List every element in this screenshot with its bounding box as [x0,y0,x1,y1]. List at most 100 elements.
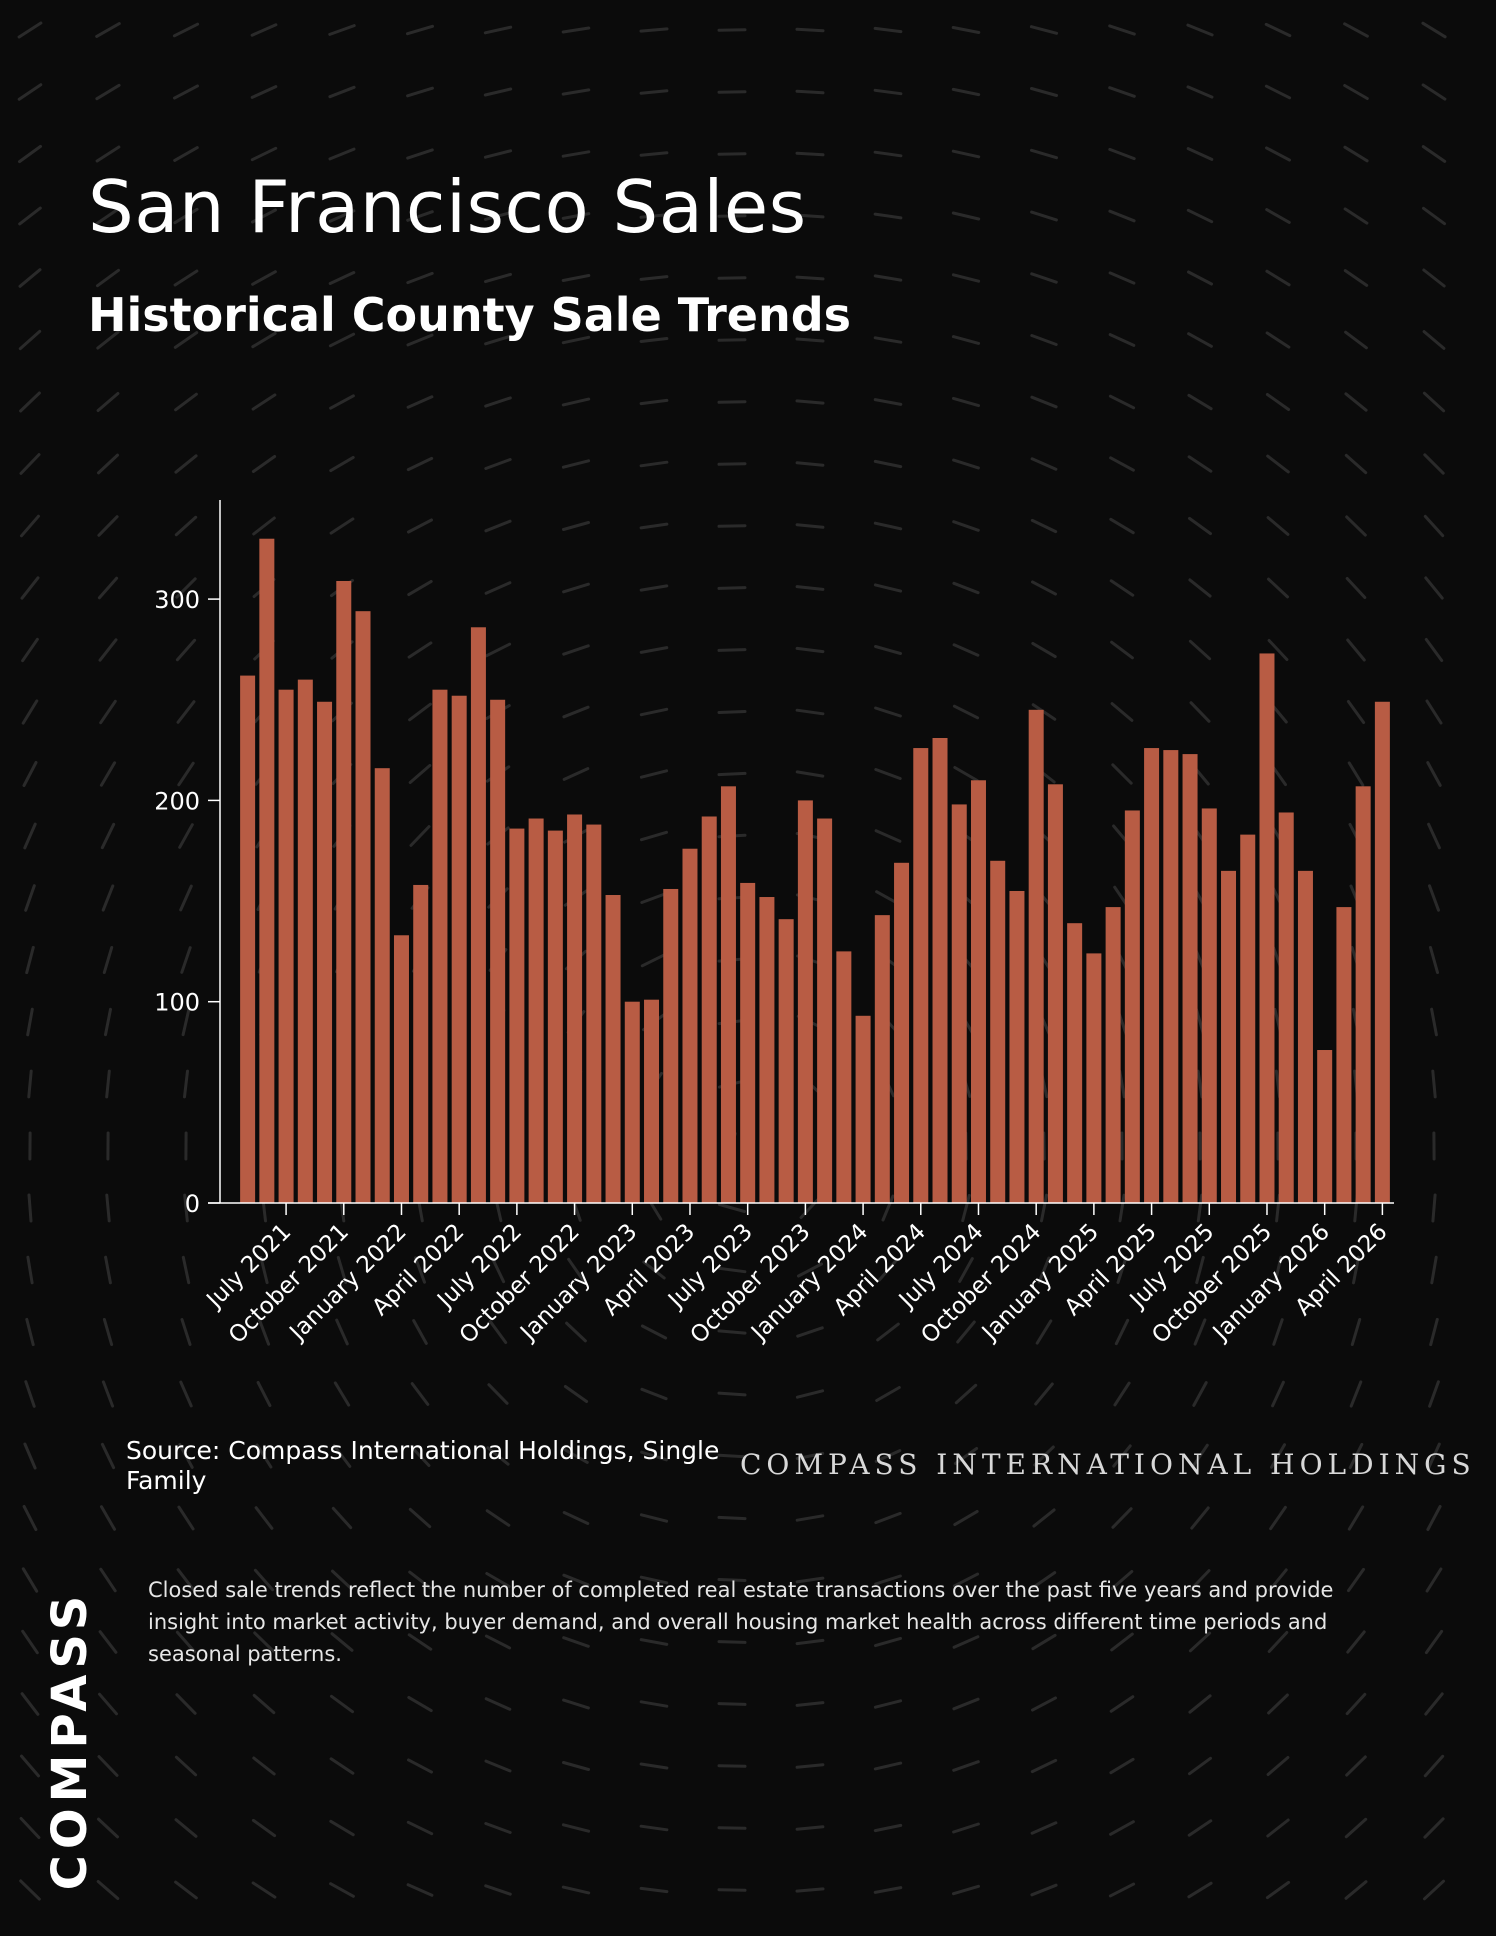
background-dash [1426,761,1442,787]
background-dash [176,700,196,724]
background-dash [717,1826,747,1830]
background-dash [259,1255,269,1285]
background-dash [174,454,198,474]
background-dash [639,646,669,654]
bar-july-2021 [278,689,294,1203]
bar-may-2021 [240,675,256,1203]
background-dash [562,1761,590,1771]
background-dash [1030,1821,1058,1835]
background-dash [484,1634,512,1650]
y-tick-label: 100 [154,989,200,1017]
background-dash [1423,514,1445,538]
background-dash [96,1880,120,1900]
background-dash [177,1505,195,1531]
background-dash [1187,1881,1213,1899]
bars-group [240,538,1390,1204]
background-dash [97,1817,119,1839]
background-dash [1424,1629,1444,1655]
background-dash [406,271,434,285]
background-dash [639,1513,669,1523]
background-dash [407,518,433,534]
background-dash [1188,516,1212,536]
background-dash [95,145,121,163]
background-dash [252,1693,276,1715]
background-dash [25,945,35,975]
background-dash [406,210,434,222]
background-dash [717,462,747,466]
bar-august-2021 [297,679,313,1203]
bar-june-2021 [259,538,275,1203]
background-dash [252,516,276,536]
background-dash [484,642,512,658]
background-dash [795,213,825,219]
bar-august-2023 [759,897,775,1203]
background-dash [175,577,197,599]
background-dash [97,515,119,537]
background-dash [98,1692,118,1716]
background-dash [1108,209,1136,223]
background-dash [1186,208,1214,224]
background-dash [561,1885,591,1895]
background-dash [98,1630,118,1654]
background-dash [561,88,591,96]
background-dash [639,337,669,343]
background-dash [484,581,512,595]
background-dash [27,1069,33,1099]
background-dash [952,1884,980,1896]
background-dash [485,1572,511,1588]
background-dash [951,335,981,345]
background-dash [173,331,199,349]
background-dash [101,884,115,912]
background-dash [1110,640,1134,660]
background-dash [717,1391,747,1397]
page-subtitle: Historical County Sale Trends [88,288,852,342]
background-dash [795,1451,825,1461]
background-dash [1267,1631,1289,1653]
background-dash [1188,578,1212,598]
background-dash [101,1380,115,1408]
background-dash [26,1255,34,1285]
background-dash [1187,332,1213,348]
background-dash [1109,579,1135,597]
background-dash [22,1504,38,1532]
background-dash [873,274,903,282]
background-dash [332,1444,352,1468]
background-dash [874,1449,902,1463]
background-dash [1272,1318,1284,1346]
background-dash [561,459,591,469]
background-dash [409,1445,431,1467]
background-dash [795,337,825,343]
background-dash [1110,702,1134,722]
background-dash [96,330,120,350]
background-dash [639,398,669,406]
background-dash [795,1763,825,1769]
background-dash [483,149,513,159]
background-dash [407,1695,433,1713]
background-dash [17,83,43,101]
background-dash [1109,1695,1135,1713]
background-dash [20,576,40,600]
background-dash [1108,24,1136,36]
bar-july-2023 [740,882,756,1203]
background-dash [95,207,121,225]
background-dash [1034,1382,1054,1406]
background-dash [717,710,747,714]
background-dash [1040,1193,1048,1223]
background-dash [639,1575,669,1585]
background-dash [717,586,747,590]
background-dash [1267,1693,1289,1715]
background-dash [562,1636,590,1648]
background-dash [795,1514,825,1522]
background-dash [336,1256,348,1284]
bar-january-2025 [1086,953,1102,1203]
bar-march-2022 [432,689,448,1203]
background-dash [100,1505,116,1531]
background-dash [19,453,41,475]
y-tick-label: 200 [154,787,200,815]
background-dash [1421,145,1447,163]
background-dash [251,455,277,473]
background-dash [952,581,980,595]
description-text: Closed sale trends reflect the number of… [148,1578,1334,1666]
background-dash [1110,1632,1134,1652]
background-dash [1114,1318,1130,1346]
